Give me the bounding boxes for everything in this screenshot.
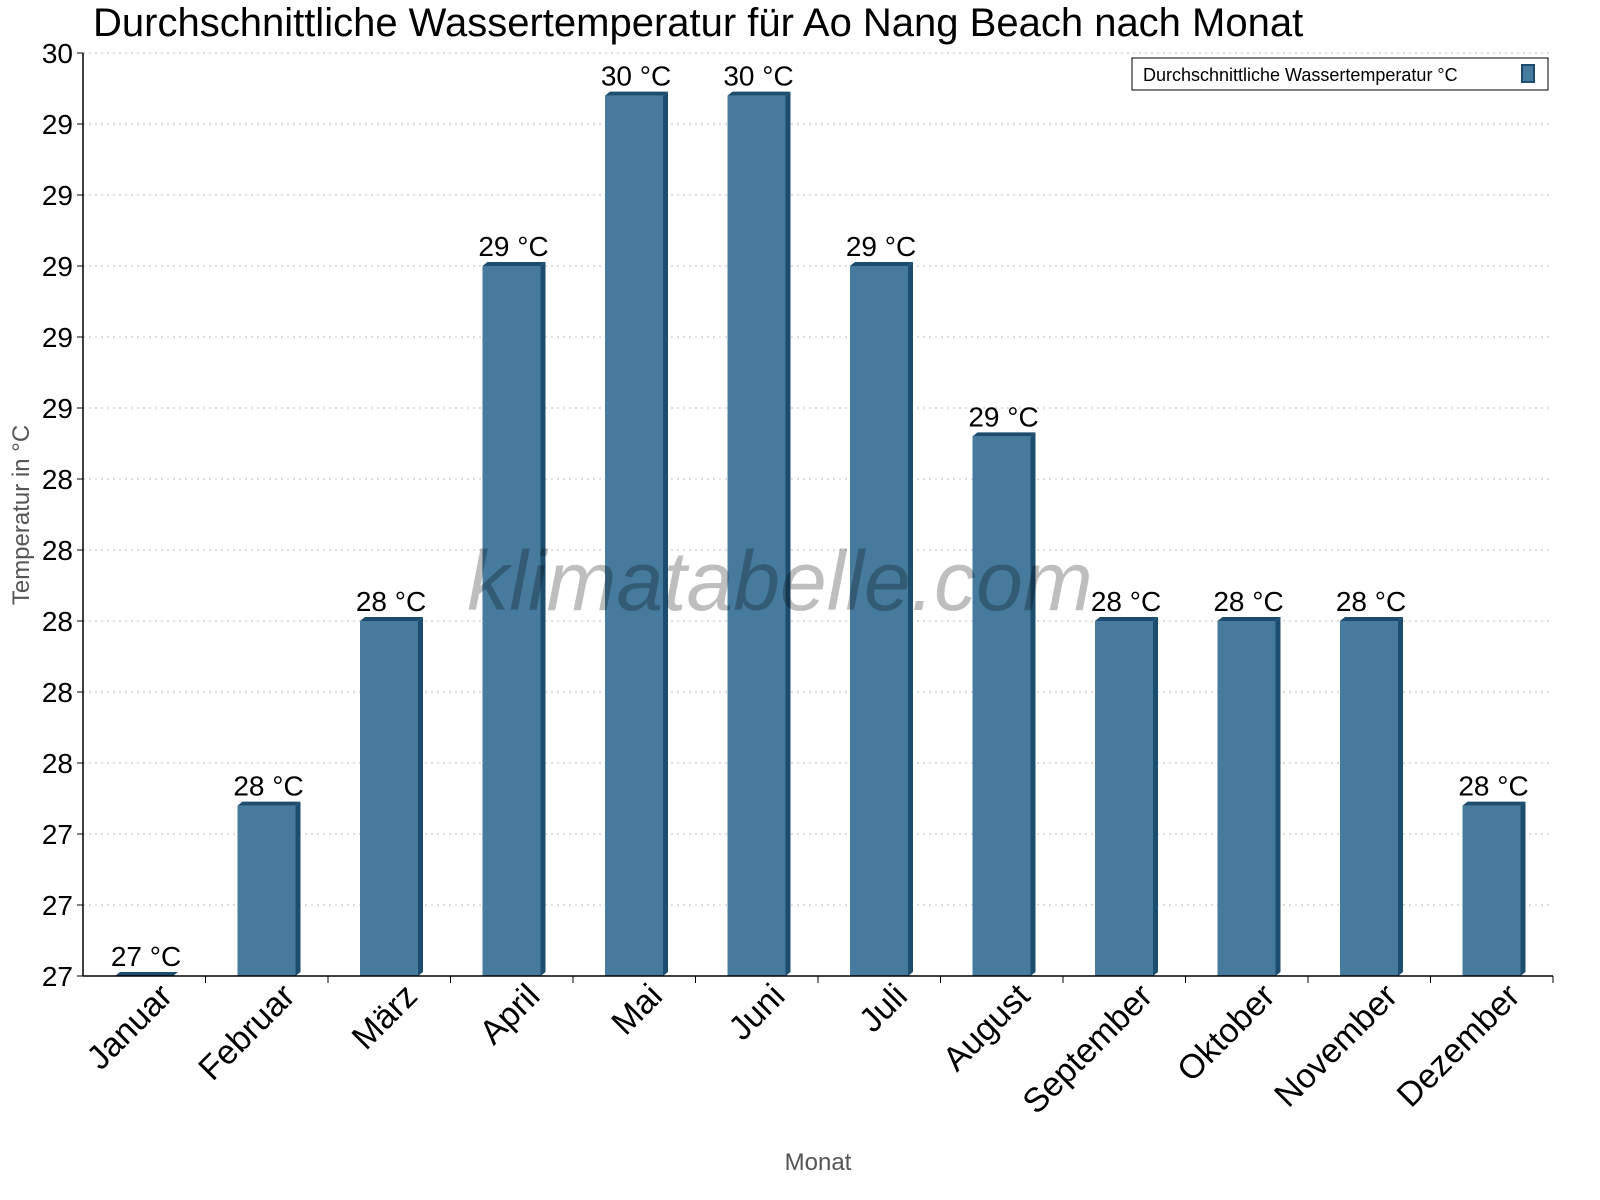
- bar-top: [727, 91, 791, 96]
- bar: [972, 436, 1031, 976]
- bar: [237, 805, 296, 976]
- x-tick-label: Mai: [604, 977, 670, 1043]
- bar-top: [605, 91, 668, 96]
- bar-side: [418, 617, 423, 976]
- bar-side: [1030, 432, 1036, 976]
- data-label: 28 °C: [356, 586, 426, 617]
- y-tick-label: 28: [42, 748, 73, 779]
- x-tick-label: August: [936, 976, 1038, 1078]
- data-label: 28 °C: [233, 771, 303, 802]
- bar: [360, 621, 418, 976]
- bar-top: [1340, 617, 1403, 621]
- bar-side: [1398, 617, 1403, 976]
- bar-side: [1153, 617, 1158, 976]
- bar-top: [482, 262, 546, 266]
- y-tick-label: 29: [42, 180, 73, 211]
- bar: [1462, 805, 1521, 976]
- bar-top: [1462, 801, 1526, 806]
- bar: [850, 266, 908, 976]
- bar-top: [972, 432, 1036, 437]
- data-label: 28 °C: [1213, 586, 1283, 617]
- legend-swatch: [1521, 64, 1535, 83]
- legend: Durchschnittliche Wassertemperatur °C: [1131, 57, 1549, 91]
- y-tick-label: 27: [42, 961, 73, 992]
- bar-side: [663, 91, 668, 977]
- y-tick-label: 29: [42, 251, 73, 282]
- bar-side: [1520, 801, 1526, 976]
- x-tick-label: September: [1015, 977, 1159, 1121]
- y-axis-label: Temperatur in °C: [8, 425, 35, 605]
- bar: [605, 95, 663, 977]
- bar-top: [115, 972, 178, 976]
- data-label: 28 °C: [1091, 586, 1161, 617]
- x-tick-label: April: [472, 977, 547, 1052]
- x-axis-label: Monat: [785, 1149, 852, 1176]
- bar-top: [237, 801, 301, 806]
- bar-side: [540, 262, 546, 976]
- data-label: 30 °C: [723, 61, 793, 92]
- x-tick-label: November: [1267, 977, 1405, 1115]
- y-tick-label: 30: [42, 38, 73, 69]
- bar: [1217, 621, 1276, 976]
- watermark: klimatabelle.com: [467, 534, 1093, 628]
- y-tick-label: 29: [42, 322, 73, 353]
- y-tick-label: 27: [42, 819, 73, 850]
- y-tick-label: 27: [42, 890, 73, 921]
- bar-side: [785, 91, 791, 977]
- x-tick-label: Juni: [721, 977, 792, 1048]
- data-label: 30 °C: [601, 61, 671, 92]
- y-tick-label: 29: [42, 393, 73, 424]
- bar-top: [360, 617, 423, 621]
- bar: [1340, 621, 1398, 976]
- legend-label: Durchschnittliche Wassertemperatur °C: [1143, 65, 1458, 85]
- bar: [727, 95, 786, 977]
- bar-top: [1217, 617, 1281, 621]
- x-tick-label: Dezember: [1390, 977, 1528, 1115]
- x-tick-label: Februar: [191, 977, 302, 1088]
- bar-side: [908, 262, 913, 976]
- x-tick-label: März: [345, 977, 425, 1057]
- data-label: 29 °C: [846, 231, 916, 262]
- chart-title: Durchschnittliche Wassertemperatur für A…: [93, 1, 1303, 45]
- bar-side: [1275, 617, 1281, 976]
- x-tick-label: Januar: [80, 977, 180, 1077]
- bar: [482, 266, 541, 976]
- y-tick-label: 28: [42, 535, 73, 566]
- y-tick-label: 29: [42, 109, 73, 140]
- y-tick-label: 28: [42, 606, 73, 637]
- data-label: 27 °C: [111, 941, 181, 972]
- x-tick-label: Juli: [852, 977, 915, 1040]
- x-tick-label: Oktober: [1170, 977, 1282, 1089]
- bar-side: [295, 801, 301, 976]
- data-label: 28 °C: [1336, 586, 1406, 617]
- bar: [1095, 621, 1153, 976]
- bar-top: [850, 262, 913, 266]
- y-tick-label: 28: [42, 677, 73, 708]
- y-tick-label: 28: [42, 464, 73, 495]
- bar-top: [1095, 617, 1158, 621]
- data-label: 28 °C: [1458, 771, 1528, 802]
- data-label: 29 °C: [478, 231, 548, 262]
- data-label: 29 °C: [968, 401, 1038, 432]
